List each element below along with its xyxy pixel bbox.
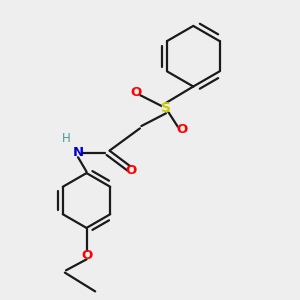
FancyBboxPatch shape (74, 149, 82, 156)
Text: O: O (176, 123, 188, 136)
Text: O: O (81, 249, 92, 262)
FancyBboxPatch shape (178, 126, 186, 133)
FancyBboxPatch shape (82, 252, 91, 259)
FancyBboxPatch shape (127, 167, 135, 174)
FancyBboxPatch shape (131, 89, 140, 96)
Text: O: O (126, 164, 137, 177)
Text: O: O (130, 86, 141, 99)
Text: H: H (62, 132, 71, 145)
Text: N: N (72, 146, 83, 159)
Text: S: S (161, 101, 171, 115)
FancyBboxPatch shape (162, 105, 170, 112)
FancyBboxPatch shape (62, 135, 70, 142)
